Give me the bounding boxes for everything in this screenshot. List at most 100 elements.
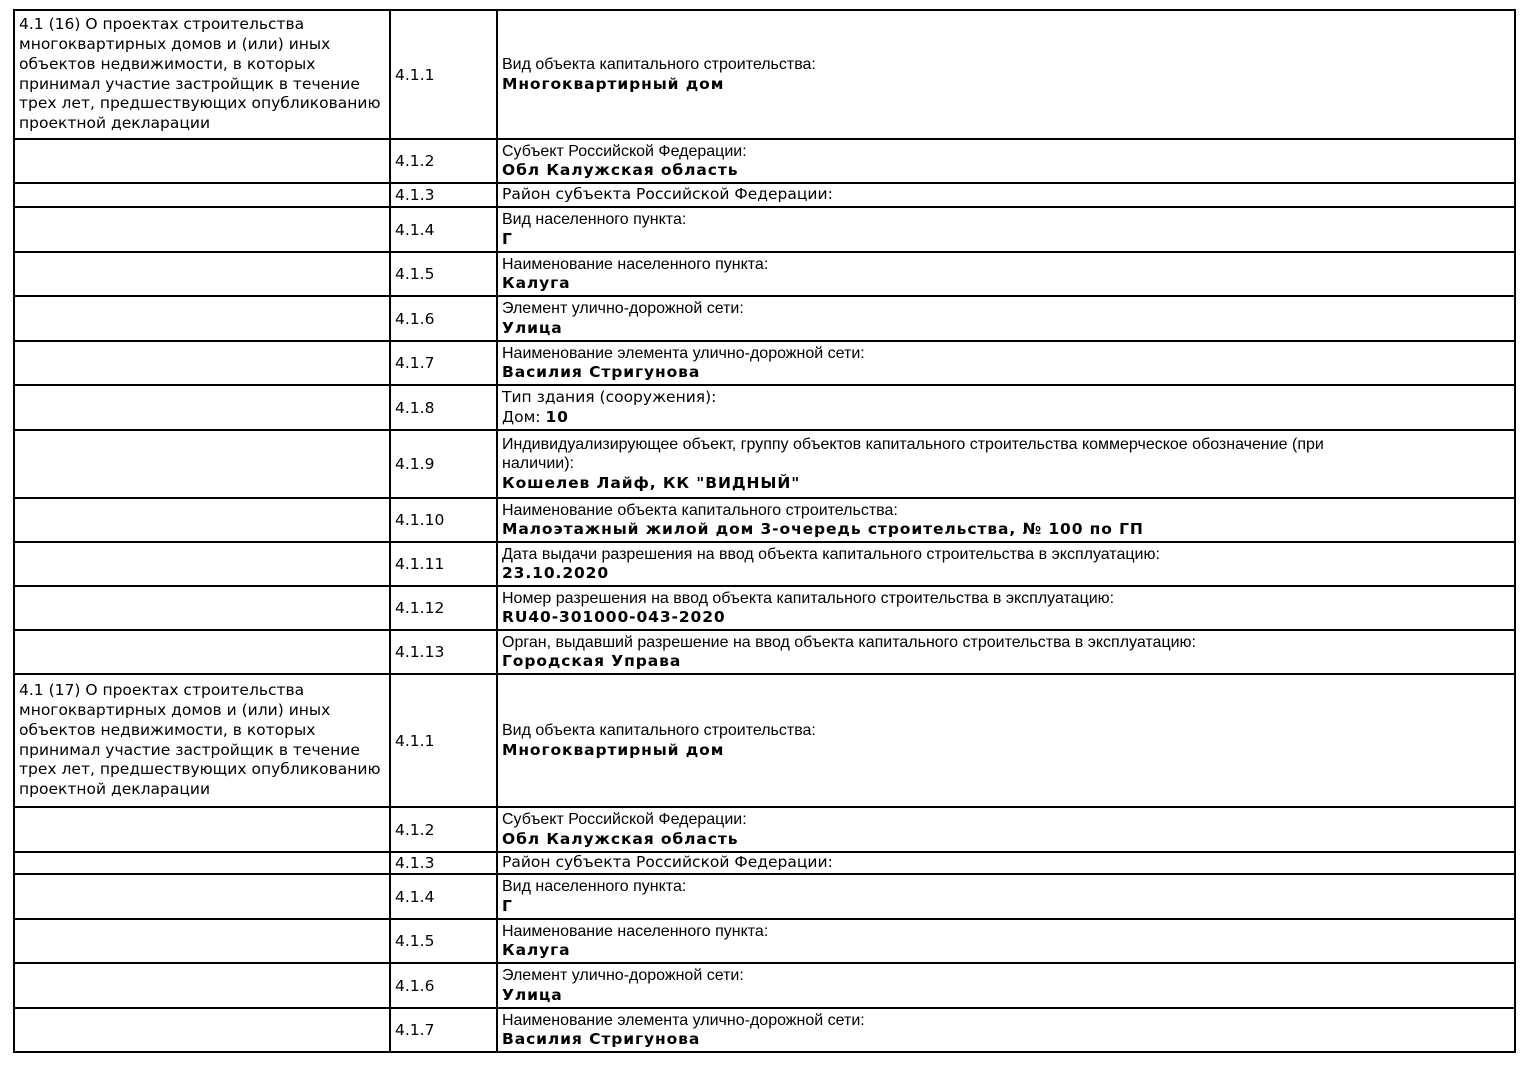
empty-description-cell	[13, 340, 391, 386]
row-content-cell: Субъект Российской Федерации: Обл Калужск…	[496, 138, 1516, 184]
table-row: 4.1.6 Элемент улично-дорожной сети: Улица	[13, 295, 1516, 342]
row-content-cell: Вид объекта капитального строительства: М…	[496, 9, 1516, 140]
row-content-cell: Тип здания (сооружения): Дом: 10	[496, 384, 1516, 431]
field-label: Наименование населенного пункта:	[502, 255, 769, 273]
table-row: 4.1.3 Район субъекта Российской Федерации…	[13, 851, 1516, 875]
field-value: 23.10.2020	[502, 564, 610, 582]
field-value: Улица	[502, 985, 563, 1004]
empty-description-cell	[13, 206, 391, 253]
field-value-line: Василия Стригунова	[502, 363, 1510, 383]
row-content-cell: Вид населенного пункта: Г	[496, 873, 1516, 920]
table-row: 4.1.11 Дата выдачи разрешения на ввод объ…	[13, 541, 1516, 587]
field-value: Улица	[502, 318, 563, 337]
field-value: Обл Калужская область	[502, 829, 739, 848]
empty-description-cell	[13, 429, 391, 499]
field-value-line: Калуга	[502, 274, 1510, 294]
row-number-cell: 4.1.6	[389, 295, 498, 342]
table-row: 4.1 (17) О проектах строительства многок…	[13, 673, 1516, 808]
row-content-cell: Наименование элемента улично-дорожной се…	[496, 340, 1516, 386]
row-number-cell: 4.1.11	[389, 541, 498, 587]
row-number-cell: 4.1.6	[389, 962, 498, 1009]
row-content-cell: Наименование населенного пункта: Калуга	[496, 918, 1516, 964]
row-content-cell: Вид объекта капитального строительства: М…	[496, 673, 1516, 808]
row-number-cell: 4.1.12	[389, 585, 498, 631]
table-row: 4.1.4 Вид населенного пункта: Г	[13, 873, 1516, 920]
field-label: Субъект Российской Федерации:	[502, 142, 747, 160]
field-value-line: Дом: 10	[502, 408, 1510, 428]
empty-description-cell	[13, 806, 391, 853]
field-value-line: RU40-301000-043-2020	[502, 608, 1510, 628]
field-label: Номер разрешения на ввод объекта капитал…	[502, 589, 1115, 607]
empty-description-cell	[13, 585, 391, 631]
empty-description-cell	[13, 182, 391, 208]
field-value-line: Многоквартирный дом	[502, 75, 1510, 95]
table-row: 4.1.3 Район субъекта Российской Федерации…	[13, 182, 1516, 208]
field-value-line: Улица	[502, 319, 1510, 339]
table-row: 4.1.10 Наименование объекта капитального …	[13, 497, 1516, 543]
empty-description-cell	[13, 918, 391, 964]
field-value-line: Малоэтажный жилой дом 3-очередь строител…	[502, 520, 1510, 540]
field-label: Вид населенного пункта:	[502, 878, 687, 895]
table-row: 4.1.5 Наименование населенного пункта: Кал…	[13, 251, 1516, 297]
field-value: Г	[502, 896, 513, 915]
field-value-line: 23.10.2020	[502, 564, 1510, 584]
field-value-line: Калуга	[502, 941, 1510, 961]
field-label: Вид населенного пункта:	[502, 211, 687, 228]
table-row: 4.1.13 Орган, выдавший разрешение на ввод…	[13, 629, 1516, 675]
field-label: Наименование элемента улично-дорожной се…	[502, 344, 865, 362]
field-label: Элемент улично-дорожной сети:	[502, 300, 744, 317]
field-value-line: Василия Стригунова	[502, 1030, 1510, 1050]
section-description-cell: 4.1 (16) О проектах строительства многок…	[13, 9, 391, 140]
empty-description-cell	[13, 295, 391, 342]
field-label-continued: наличии):	[502, 455, 574, 473]
field-label: Район субъекта Российской Федерации:	[502, 853, 833, 872]
field-value: Малоэтажный жилой дом 3-очередь строител…	[502, 520, 1144, 538]
row-content-cell: Наименование населенного пункта: Калуга	[496, 251, 1516, 297]
row-number-cell: 4.1.7	[389, 340, 498, 386]
table-row: 4.1.4 Вид населенного пункта: Г	[13, 206, 1516, 253]
field-value-line: Обл Калужская область	[502, 161, 1510, 181]
row-number-cell: 4.1.5	[389, 918, 498, 964]
row-number-cell: 4.1.8	[389, 384, 498, 431]
field-value: Кошелев Лайф, КК "ВИДНЫЙ"	[502, 473, 801, 492]
field-label: Наименование элемента улично-дорожной се…	[502, 1011, 865, 1029]
field-value: RU40-301000-043-2020	[502, 608, 726, 626]
row-number-cell: 4.1.4	[389, 873, 498, 920]
field-value: Городская Управа	[502, 652, 682, 670]
field-label: Вид объекта капитального строительства:	[502, 56, 816, 73]
field-label: Дата выдачи разрешения на ввод объекта к…	[502, 545, 1160, 563]
field-value: 10	[545, 407, 569, 426]
row-number-cell: 4.1.4	[389, 206, 498, 253]
table-row: 4.1.2 Субъект Российской Федерации: Обл Ка…	[13, 138, 1516, 184]
row-number-cell: 4.1.3	[389, 182, 498, 208]
empty-description-cell	[13, 251, 391, 297]
field-value-line: Кошелев Лайф, КК "ВИДНЫЙ"	[502, 474, 1510, 494]
empty-description-cell	[13, 873, 391, 920]
table-row: 4.1.12 Номер разрешения на ввод объекта к…	[13, 585, 1516, 631]
row-number-cell: 4.1.2	[389, 138, 498, 184]
field-value: Калуга	[502, 274, 571, 292]
field-label: Район субъекта Российской Федерации:	[502, 185, 833, 204]
row-number-cell: 4.1.10	[389, 497, 498, 543]
section-description-cell: 4.1 (17) О проектах строительства многок…	[13, 673, 391, 808]
row-content-cell: Элемент улично-дорожной сети: Улица	[496, 962, 1516, 1009]
row-content-cell: Индивидуализирующее объект, группу объек…	[496, 429, 1516, 499]
field-label: Индивидуализирующее объект, группу объек…	[502, 435, 1324, 453]
field-label: Тип здания (сооружения):	[502, 388, 717, 406]
field-value: Обл Калужская область	[502, 161, 739, 179]
field-value: Калуга	[502, 941, 571, 959]
empty-description-cell	[13, 629, 391, 675]
row-content-cell: Орган, выдавший разрешение на ввод объек…	[496, 629, 1516, 675]
row-number-cell: 4.1.1	[389, 9, 498, 140]
field-label: Орган, выдавший разрешение на ввод объек…	[502, 633, 1196, 651]
table-row: 4.1.9 Индивидуализирующее объект, группу …	[13, 429, 1516, 499]
field-value: Василия Стригунова	[502, 363, 701, 381]
row-content-cell: Вид населенного пункта: Г	[496, 206, 1516, 253]
table-row: 4.1 (16) О проектах строительства многок…	[13, 9, 1516, 140]
field-label: Наименование объекта капитального строит…	[502, 501, 898, 519]
field-value-line: Городская Управа	[502, 652, 1510, 672]
row-number-cell: 4.1.1	[389, 673, 498, 808]
table-row: 4.1.5 Наименование населенного пункта: Кал…	[13, 918, 1516, 964]
field-value-line: Г	[502, 230, 1510, 250]
